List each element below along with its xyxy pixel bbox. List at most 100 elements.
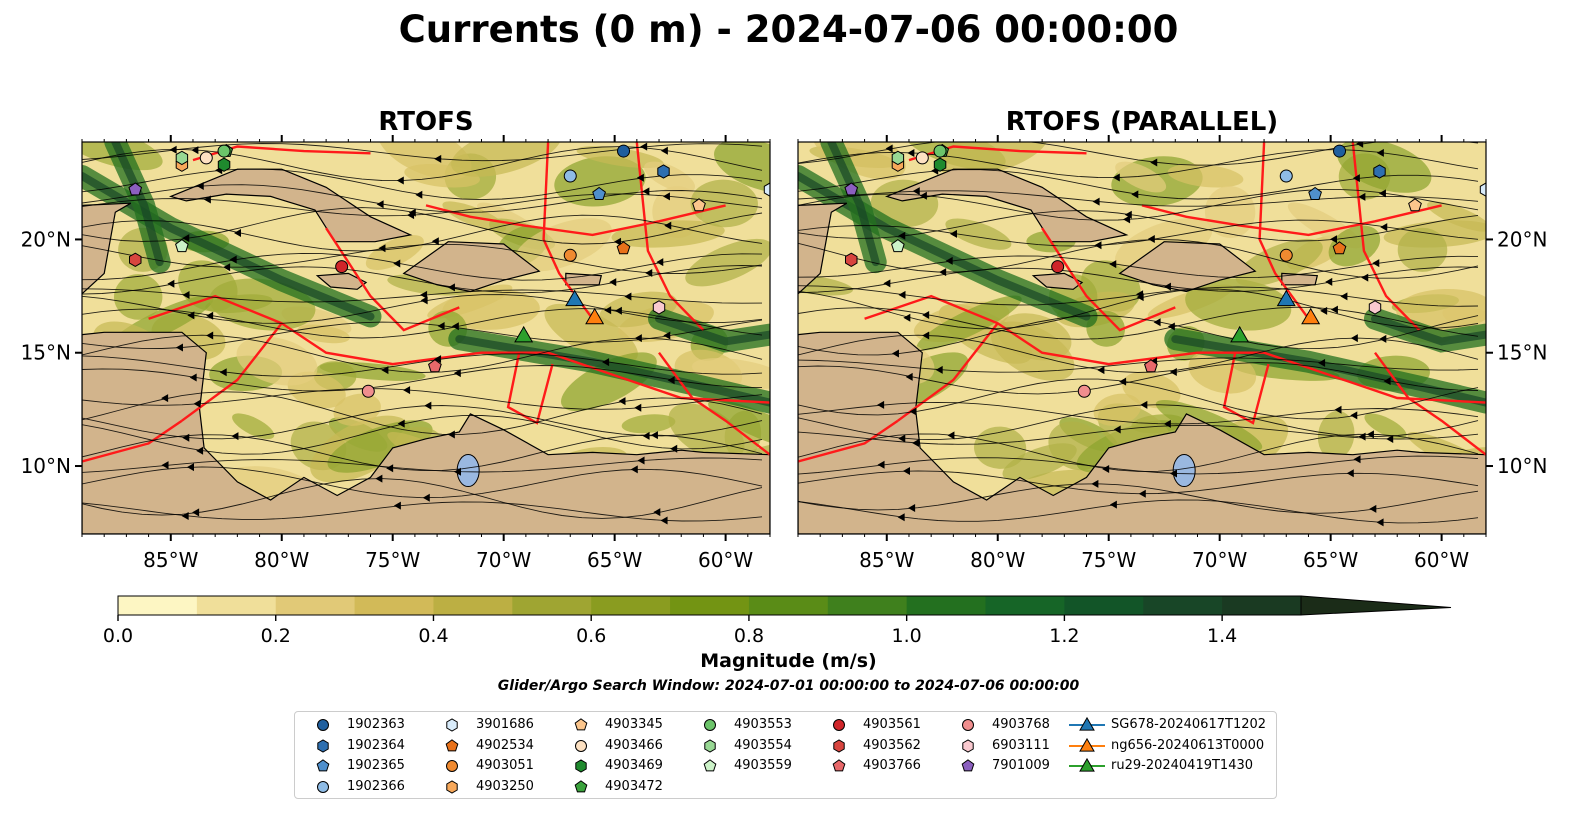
streamline-arrow (1136, 293, 1144, 302)
streamline-arrow (650, 431, 658, 440)
legend-label: 4903472 (605, 778, 663, 794)
streamline-arrow (182, 234, 190, 243)
legend-label: ru29-20240419T1430 (1111, 758, 1254, 773)
eez-boundary (1351, 142, 1421, 331)
current-core (827, 142, 880, 267)
land-mass (315, 272, 368, 290)
streamline-arrow (447, 430, 455, 439)
legend-label: 1902364 (347, 737, 405, 753)
field-patch (1317, 410, 1355, 460)
streamline-arrow (396, 176, 404, 185)
field-patch (714, 142, 770, 193)
streamline-arrow (883, 279, 891, 288)
argo-float-4903766 (1144, 359, 1158, 373)
streamline-arrow (660, 516, 668, 525)
streamline-arrow (1102, 465, 1110, 474)
glider-SG678-20240617T1202 (1276, 289, 1296, 307)
streamline-arrow (1376, 518, 1384, 527)
field-patch (297, 324, 350, 344)
map-panel-rtofs: 85°W 80°W 75°W 70°W 65°W 60°W 10°N 15°N 20°N (21, 135, 771, 572)
argo-float-1902365 (592, 186, 606, 200)
field-patch (365, 235, 424, 270)
map-frame (81, 141, 771, 535)
current-core (82, 172, 375, 321)
streamline-arrow (186, 463, 194, 472)
streamline-arrow (905, 372, 913, 381)
field-patch (236, 336, 318, 386)
streamline-arrow (447, 283, 455, 292)
argo-float-4903051 (563, 248, 577, 262)
field-patch (232, 413, 275, 440)
legend-marker-4903553 (704, 719, 716, 731)
streamline-arrow (1383, 377, 1391, 386)
field-patch (113, 274, 163, 320)
lon-tick-label: 85°W (859, 548, 914, 572)
streamline-arrow (922, 310, 930, 319)
legend-marker-ng656-20240613T0000 (1079, 737, 1095, 752)
lon-tick-label: 65°W (1303, 548, 1358, 572)
streamline-arrow (196, 446, 204, 455)
streamline-arrow (1318, 358, 1326, 367)
legend-marker-4903472 (574, 779, 588, 792)
lon-tick-label: 75°W (365, 548, 420, 572)
streamline (82, 434, 763, 472)
argo-float-1902363 (617, 144, 631, 158)
glider-ng656-20240613T0000 (1301, 307, 1321, 325)
lon-tick-label: 60°W (1414, 548, 1469, 572)
streamline-arrow (898, 231, 906, 240)
streamline-arrow (233, 229, 241, 238)
glider-markers (1230, 289, 1321, 343)
field-patch (1093, 393, 1142, 426)
argo-float-4903554 (891, 150, 905, 166)
streamline (82, 334, 763, 373)
eez-boundary (864, 294, 1486, 404)
legend-label: 7901009 (992, 758, 1050, 773)
streamline-arrow (877, 400, 885, 409)
current-core (111, 142, 164, 267)
streamline-arrow (1372, 259, 1380, 268)
streamline-arrow (1334, 405, 1342, 414)
streamline-arrow (206, 331, 214, 340)
streamline-arrow (947, 431, 955, 440)
streamline-arrow (161, 394, 169, 403)
legend-marker-4903768 (962, 719, 974, 731)
streamline-arrow (1366, 430, 1374, 439)
argo-float-markers (128, 143, 770, 398)
field-patch (544, 303, 638, 364)
legend-marker-3901686 (446, 718, 458, 732)
legend-label: 4903766 (863, 758, 921, 773)
streamline-arrow (386, 464, 394, 473)
panel-title-rtofs-parallel: RTOFS (PARALLEL) (1005, 107, 1279, 137)
land-mass (1031, 272, 1084, 290)
streamline (82, 308, 763, 339)
legend-label: 4903768 (992, 717, 1050, 732)
streamline-arrow (1131, 190, 1139, 199)
streamline-arrow (378, 244, 386, 253)
argo-float-4903766 (428, 359, 442, 373)
streamline-arrow (1353, 455, 1361, 464)
legend-marker-4903559 (703, 759, 717, 772)
streamline-arrow (664, 221, 672, 230)
colorbar-label: Magnitude (m/s) (700, 650, 877, 672)
eez-boundary (1041, 227, 1176, 332)
lat-tick-label: 15°N (1497, 341, 1547, 365)
streamline-arrow (1376, 148, 1384, 157)
streamline-arrow (1153, 318, 1161, 327)
field-patch (644, 161, 696, 193)
eez-boundary (897, 322, 999, 422)
streamline-arrow (1119, 377, 1127, 386)
streamline-arrow (1340, 292, 1348, 301)
panel-title-rtofs: RTOFS (378, 107, 474, 137)
streamline-arrow (403, 386, 411, 395)
argo-float-7901009 (844, 182, 859, 196)
streamline-arrow (908, 504, 916, 513)
streamline-arrow (1113, 425, 1121, 434)
argo-float-1902364 (1373, 164, 1386, 179)
streamline-arrow (645, 268, 653, 277)
streamline-arrow (642, 431, 650, 440)
argo-float-4903554 (175, 150, 189, 166)
streamline-arrow (945, 256, 953, 265)
field-patch (442, 288, 540, 330)
streamline-arrow (634, 403, 642, 412)
streamline-arrow (1092, 197, 1100, 206)
